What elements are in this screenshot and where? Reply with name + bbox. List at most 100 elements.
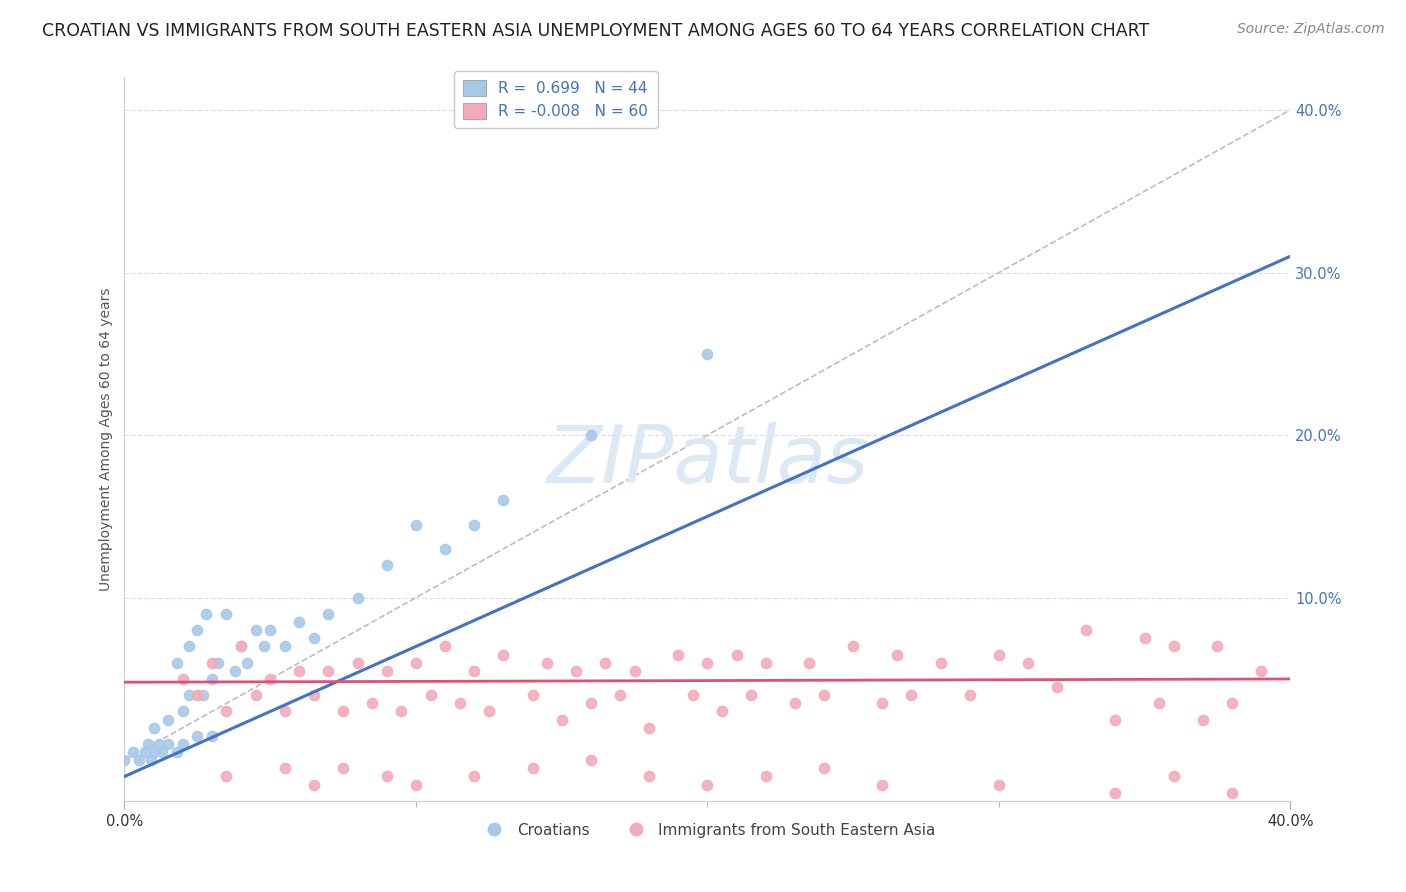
- Point: [449, 696, 471, 710]
- Point: [274, 705, 297, 719]
- Point: [1046, 680, 1069, 694]
- Point: [229, 640, 252, 654]
- Point: [579, 696, 602, 710]
- Point: [302, 632, 325, 646]
- Point: [201, 729, 224, 743]
- Point: [361, 696, 384, 710]
- Point: [696, 656, 718, 670]
- Point: [405, 517, 427, 532]
- Point: [609, 688, 631, 702]
- Point: [318, 607, 340, 621]
- Y-axis label: Unemployment Among Ages 60 to 64 years: Unemployment Among Ages 60 to 64 years: [100, 287, 114, 591]
- Point: [492, 648, 515, 662]
- Point: [710, 705, 733, 719]
- Point: [245, 688, 267, 702]
- Point: [259, 623, 281, 637]
- Point: [186, 688, 208, 702]
- Point: [1192, 713, 1215, 727]
- Point: [959, 688, 981, 702]
- Point: [696, 347, 718, 361]
- Text: CROATIAN VS IMMIGRANTS FROM SOUTH EASTERN ASIA UNEMPLOYMENT AMONG AGES 60 TO 64 : CROATIAN VS IMMIGRANTS FROM SOUTH EASTER…: [42, 22, 1150, 40]
- Point: [215, 770, 238, 784]
- Point: [142, 721, 165, 735]
- Point: [900, 688, 922, 702]
- Point: [682, 688, 704, 702]
- Point: [172, 737, 194, 751]
- Point: [1133, 632, 1156, 646]
- Point: [478, 705, 501, 719]
- Point: [755, 770, 778, 784]
- Point: [142, 745, 165, 759]
- Point: [1163, 770, 1185, 784]
- Point: [375, 664, 398, 678]
- Point: [186, 729, 208, 743]
- Point: [799, 656, 821, 670]
- Point: [579, 428, 602, 442]
- Point: [177, 688, 200, 702]
- Point: [224, 664, 246, 678]
- Point: [128, 753, 150, 767]
- Point: [1206, 640, 1229, 654]
- Point: [434, 640, 457, 654]
- Point: [172, 672, 194, 686]
- Point: [177, 640, 200, 654]
- Point: [288, 664, 311, 678]
- Point: [870, 778, 893, 792]
- Point: [987, 778, 1010, 792]
- Point: [1104, 786, 1126, 800]
- Point: [122, 745, 145, 759]
- Point: [813, 761, 835, 775]
- Point: [725, 648, 748, 662]
- Point: [1104, 713, 1126, 727]
- Point: [166, 656, 188, 670]
- Point: [186, 623, 208, 637]
- Point: [740, 688, 762, 702]
- Point: [136, 737, 159, 751]
- Point: [886, 648, 908, 662]
- Point: [405, 778, 427, 792]
- Point: [215, 607, 238, 621]
- Text: ZIPatlas: ZIPatlas: [547, 422, 869, 500]
- Point: [201, 656, 224, 670]
- Point: [375, 558, 398, 573]
- Point: [157, 713, 180, 727]
- Point: [1250, 664, 1272, 678]
- Point: [207, 656, 229, 670]
- Point: [229, 640, 252, 654]
- Point: [595, 656, 617, 670]
- Point: [150, 745, 173, 759]
- Point: [274, 640, 297, 654]
- Point: [172, 705, 194, 719]
- Point: [389, 705, 412, 719]
- Point: [463, 770, 485, 784]
- Point: [536, 656, 558, 670]
- Point: [346, 591, 368, 605]
- Point: [302, 778, 325, 792]
- Text: Source: ZipAtlas.com: Source: ZipAtlas.com: [1237, 22, 1385, 37]
- Point: [1017, 656, 1039, 670]
- Point: [565, 664, 588, 678]
- Point: [638, 721, 661, 735]
- Point: [638, 770, 661, 784]
- Point: [405, 656, 427, 670]
- Point: [755, 656, 778, 670]
- Point: [1220, 786, 1243, 800]
- Point: [318, 664, 340, 678]
- Point: [666, 648, 689, 662]
- Point: [166, 745, 188, 759]
- Point: [783, 696, 806, 710]
- Point: [274, 761, 297, 775]
- Point: [139, 753, 162, 767]
- Point: [463, 517, 485, 532]
- Point: [419, 688, 441, 702]
- Point: [1076, 623, 1098, 637]
- Point: [842, 640, 865, 654]
- Point: [522, 761, 544, 775]
- Point: [253, 640, 276, 654]
- Point: [813, 688, 835, 702]
- Point: [191, 688, 214, 702]
- Point: [236, 656, 259, 670]
- Point: [346, 656, 368, 670]
- Point: [463, 664, 485, 678]
- Point: [434, 541, 457, 556]
